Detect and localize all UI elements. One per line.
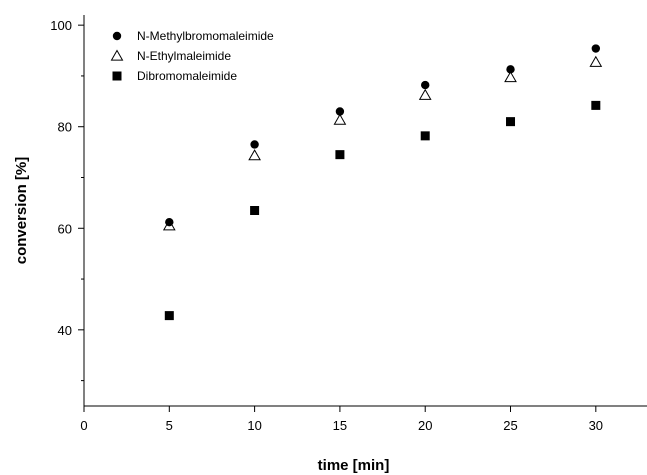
legend-marker [112,31,122,41]
data-point [162,219,176,231]
axes [83,15,647,407]
legend-label: N-Methylbromomaleimide [137,29,274,43]
x-ticks: 0 5 10 15 20 25 30 [80,406,603,433]
x-tick-label: 10 [247,418,261,433]
data-point [591,44,601,53]
y-tick-label: 40 [58,323,72,338]
data-point [506,65,515,74]
series-2 [164,100,601,321]
y-tick-label: 80 [58,120,72,135]
legend: N-Methylbromomaleimide N-Ethylmaleimide Di… [110,29,274,83]
legend-item: N-Methylbromomaleimide [112,29,274,43]
legend-item: N-Ethylmaleimide [110,49,231,63]
data-point [591,100,601,110]
x-tick-label: 15 [333,418,347,433]
y-ticks: 40 60 80 100 [50,18,84,382]
data-point [504,70,517,83]
data-point [164,311,174,321]
legend-label: Dibromomaleimide [137,69,237,83]
data-point [335,150,345,160]
data-point [335,107,345,116]
x-tick-label: 30 [589,418,603,433]
data-points [162,44,603,321]
x-axis-title: time [min] [318,457,390,474]
data-point [420,131,430,141]
series-1 [162,55,603,231]
y-tick-label: 100 [50,18,72,33]
data-point [248,149,261,161]
data-point [250,140,259,149]
data-point [418,88,432,100]
data-point [250,206,260,215]
legend-marker [112,71,122,81]
data-point [421,80,430,90]
data-point [589,55,603,67]
x-tick-label: 5 [166,418,173,433]
y-axis-title: conversion [%] [13,157,30,265]
legend-marker [110,49,124,61]
y-tick-label: 60 [58,221,72,236]
data-point [506,117,516,127]
legend-item: Dibromomaleimide [112,69,237,83]
x-tick-label: 20 [418,418,432,433]
x-tick-label: 0 [80,418,87,433]
x-tick-label: 25 [503,418,517,433]
legend-label: N-Ethylmaleimide [137,49,231,63]
data-point [333,113,347,125]
